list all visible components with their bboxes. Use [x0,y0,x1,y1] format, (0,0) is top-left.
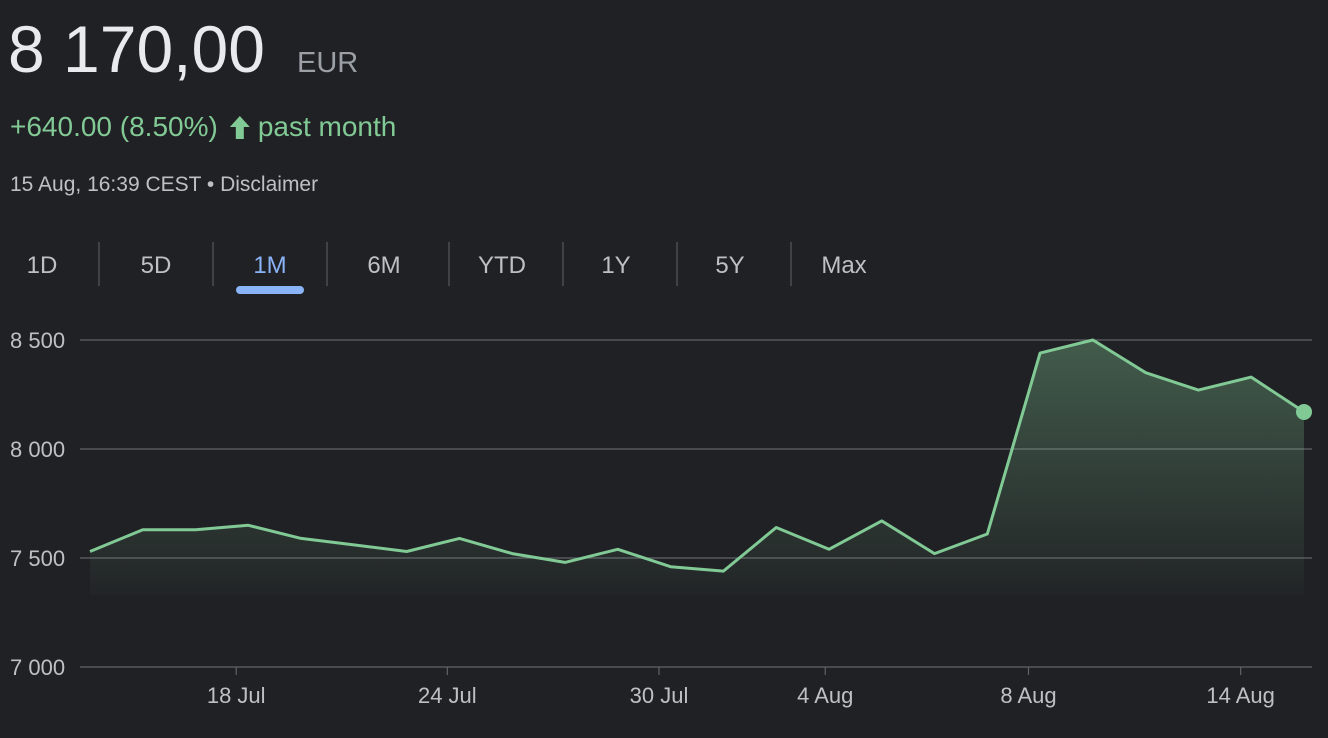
price: 8 170,00 [8,12,265,86]
tab-indicator [236,286,304,294]
x-tick-label: 4 Aug [797,683,853,708]
tab[interactable]: 1Y [601,252,630,279]
y-tick-label: 8 000 [10,437,65,462]
price-line [89,338,1305,573]
x-tick-label: 24 Jul [418,683,477,708]
currency: EUR [297,47,358,79]
change: +640.00 (8.50%) [10,111,218,142]
timestamp: 15 Aug, 16:39 CEST • Disclaimer [10,173,318,196]
x-tick-label: 8 Aug [1000,683,1056,708]
area [90,340,1304,595]
period: past month [258,111,397,142]
x-tick-label: 14 Aug [1206,683,1275,708]
y-tick-label: 8 500 [10,328,65,353]
tab[interactable]: 6M [367,252,400,279]
y-tick-label: 7 500 [10,546,65,571]
last-point [1296,403,1312,420]
tab[interactable]: 1D [27,252,58,279]
tab[interactable]: Max [821,252,866,279]
y-tick-label: 7 000 [10,655,65,680]
up-arrow [229,116,250,139]
tab[interactable]: 1M [253,252,286,279]
tab[interactable]: 5Y [715,252,744,279]
plot: 7 000 7 500 8 000 8 500 18 Jul 24 Jul 30 Jul 4 … [10,328,1312,708]
x-tick-label: 18 Jul [207,683,266,708]
tab[interactable]: 5D [141,252,172,279]
range-tabs: 1D 5D 1M 6M YTD 1Y 5Y Max [27,242,867,294]
x-tick-label: 30 Jul [630,683,689,708]
tab[interactable]: YTD [478,252,526,279]
